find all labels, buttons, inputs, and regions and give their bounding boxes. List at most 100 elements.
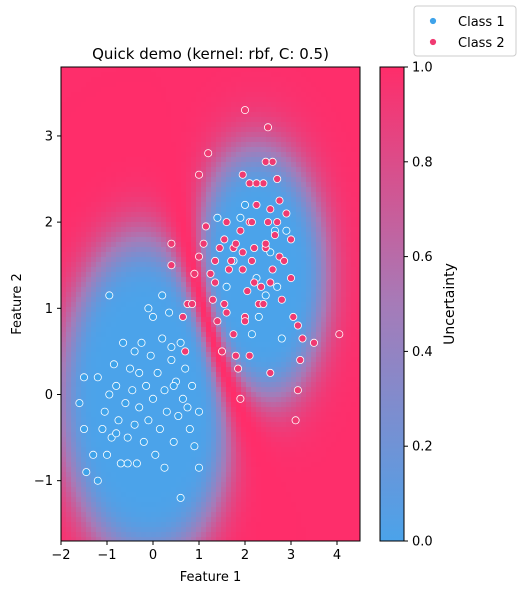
heat-cell	[76, 312, 82, 318]
heat-cell	[216, 302, 222, 308]
heat-cell	[306, 107, 312, 113]
heat-cell	[66, 362, 72, 368]
heat-cell	[71, 452, 77, 458]
heat-cell	[231, 122, 237, 128]
heat-cell	[296, 302, 302, 308]
heat-cell	[61, 537, 67, 541]
heat-cell	[271, 412, 277, 418]
heat-cell	[291, 192, 297, 198]
heat-cell	[201, 457, 207, 463]
heat-cell	[306, 137, 312, 143]
heat-cell	[166, 267, 172, 273]
heat-cell	[321, 67, 327, 73]
heat-cell	[236, 102, 242, 108]
heat-cell	[161, 277, 167, 283]
heat-cell	[221, 132, 227, 138]
heat-cell	[126, 487, 132, 493]
heat-cell	[61, 502, 67, 508]
heat-cell	[296, 252, 302, 258]
heat-cell	[81, 382, 87, 388]
heat-cell	[91, 312, 97, 318]
heat-cell	[91, 352, 97, 358]
heat-cell	[191, 122, 197, 128]
heat-cell	[176, 127, 182, 133]
heat-cell	[241, 182, 247, 188]
heat-cell	[136, 512, 142, 518]
heat-cell	[121, 432, 127, 438]
heat-cell	[306, 302, 312, 308]
heat-cell	[196, 287, 202, 293]
heat-cell	[71, 297, 77, 303]
heat-cell	[236, 152, 242, 158]
heat-cell	[81, 252, 87, 258]
heat-cell	[311, 522, 317, 528]
heat-cell	[126, 447, 132, 453]
heat-cell	[106, 342, 112, 348]
heat-cell	[266, 102, 272, 108]
heat-cell	[171, 287, 177, 293]
heat-cell	[176, 442, 182, 448]
heat-cell	[61, 337, 67, 343]
heat-cell	[301, 477, 307, 483]
heat-cell	[211, 512, 217, 518]
heat-cell	[116, 527, 122, 533]
heat-cell	[76, 277, 82, 283]
heat-cell	[231, 67, 237, 73]
heat-cell	[156, 392, 162, 398]
heat-cell	[71, 467, 77, 473]
heat-cell	[176, 152, 182, 158]
heat-cell	[106, 267, 112, 273]
heat-cell	[86, 172, 92, 178]
heat-cell	[261, 477, 267, 483]
heat-cell	[166, 537, 172, 541]
heat-cell	[146, 182, 152, 188]
heat-cell	[261, 332, 267, 338]
heat-cell	[236, 427, 242, 433]
heat-cell	[196, 502, 202, 508]
heat-cell	[201, 342, 207, 348]
heat-cell	[141, 117, 147, 123]
heat-cell	[301, 372, 307, 378]
heat-cell	[181, 257, 187, 263]
heat-cell	[111, 417, 117, 423]
heat-cell	[86, 512, 92, 518]
heat-cell	[296, 297, 302, 303]
heat-cell	[161, 482, 167, 488]
heat-cell	[81, 177, 87, 183]
heat-cell	[271, 132, 277, 138]
heat-cell	[286, 397, 292, 403]
heat-cell	[91, 137, 97, 143]
heat-cell	[266, 257, 272, 263]
heat-cell	[231, 337, 237, 343]
heat-cell	[246, 367, 252, 373]
heat-cell	[116, 517, 122, 523]
heat-cell	[236, 312, 242, 318]
heat-cell	[101, 482, 107, 488]
heat-cell	[131, 442, 137, 448]
heat-cell	[281, 82, 287, 88]
heat-cell	[321, 232, 327, 238]
heat-cell	[136, 242, 142, 248]
heat-cell	[311, 192, 317, 198]
heat-cell	[181, 182, 187, 188]
heat-cell	[66, 257, 72, 263]
heat-cell	[171, 457, 177, 463]
heat-cell	[156, 537, 162, 541]
heat-cell	[281, 182, 287, 188]
heat-cell	[101, 127, 107, 133]
heat-cell	[166, 472, 172, 478]
heat-cell	[306, 87, 312, 93]
heat-cell	[146, 142, 152, 148]
heat-cell	[266, 532, 272, 538]
heat-cell	[236, 257, 242, 263]
heat-cell	[176, 467, 182, 473]
heat-cell	[271, 472, 277, 478]
heat-cell	[96, 407, 102, 413]
heat-cell	[201, 97, 207, 103]
heat-cell	[236, 522, 242, 528]
heat-cell	[156, 507, 162, 513]
heat-cell	[141, 452, 147, 458]
heat-cell	[231, 72, 237, 78]
heat-cell	[81, 152, 87, 158]
heat-cell	[121, 242, 127, 248]
